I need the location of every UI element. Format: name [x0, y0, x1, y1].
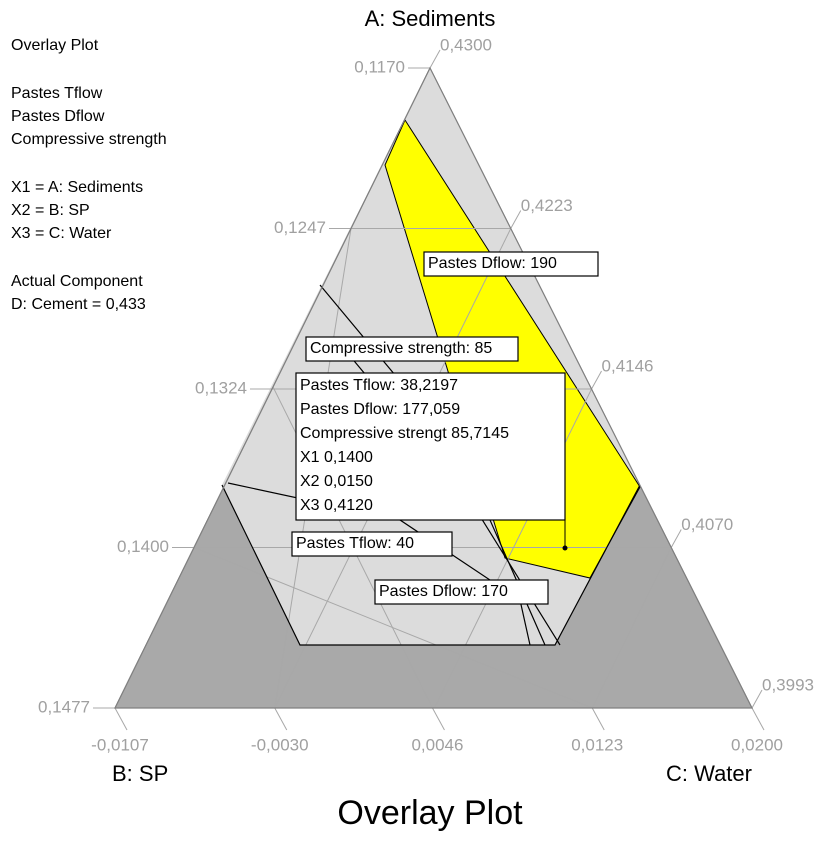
tick-label: 0,0046 — [411, 735, 463, 754]
grid-line — [591, 547, 672, 709]
triangle-border — [114, 66, 753, 709]
contour-label: Pastes Dflow: 170 — [379, 583, 508, 600]
flag-box — [295, 372, 566, 521]
tick-mark — [591, 370, 602, 390]
flag-text: X1 0,1400 — [300, 449, 373, 466]
tick-label: 0,0200 — [731, 735, 783, 754]
tick-mark — [429, 49, 441, 69]
tick-label: 0,4146 — [602, 357, 654, 376]
tick-label: 0,0123 — [571, 735, 623, 754]
legend-text: X2 = B: SP — [11, 202, 90, 219]
tick-label: -0,0107 — [91, 735, 149, 754]
legend-text: Actual Component — [11, 273, 143, 290]
tick-label: 0,3993 — [762, 675, 814, 694]
vertex-label: B: SP — [112, 761, 168, 786]
vertex-label: C: Water — [666, 761, 752, 786]
flag-text: Pastes Dflow: 177,059 — [300, 401, 460, 418]
legend-text: X1 = A: Sediments — [11, 179, 143, 196]
tick-mark — [274, 707, 288, 731]
flag-point — [562, 545, 568, 551]
flag-text: X2 0,0150 — [300, 473, 373, 490]
tick-mark — [432, 707, 445, 731]
tick-mark — [591, 707, 605, 731]
contour-label: Pastes Tflow: 40 — [296, 535, 414, 552]
contour-label-box — [305, 336, 519, 362]
tick-label: 0,1400 — [117, 537, 169, 556]
tick-mark — [510, 210, 522, 229]
tick-mark — [751, 707, 765, 731]
flag-text: X3 0,4120 — [300, 497, 373, 514]
tick-label: 0,1247 — [274, 218, 326, 237]
chart-title: Overlay Plot — [337, 794, 523, 832]
tick-label: -0,0030 — [251, 735, 309, 754]
constraint-edge — [221, 484, 641, 646]
legend-text: D: Cement = 0,433 — [11, 296, 146, 313]
legend-text: Compressive strength — [11, 131, 167, 148]
contour-label-box — [374, 579, 549, 605]
legend-text: Pastes Dflow — [11, 108, 105, 125]
flag-text: Pastes Tflow: 38,2197 — [300, 377, 458, 394]
grid-line — [193, 547, 593, 709]
flag-text: Compressive strengt 85,7145 — [300, 425, 509, 442]
legend-text: X3 = C: Water — [11, 225, 112, 242]
tick-label: 0,1170 — [354, 57, 405, 76]
contour-label: Compressive strength: 85 — [310, 340, 492, 357]
tick-mark — [670, 529, 682, 548]
tick-label: 0,4070 — [681, 515, 733, 534]
vertex-label: A: Sediments — [365, 6, 496, 31]
tick-label: 0,4300 — [440, 35, 492, 54]
tick-mark — [114, 707, 128, 731]
legend-text: Pastes Tflow — [11, 85, 103, 102]
contour-label: Pastes Dflow: 190 — [428, 255, 557, 272]
tick-label: 0,1324 — [195, 379, 247, 398]
legend-text: Overlay Plot — [11, 37, 99, 54]
contour-label-box — [291, 531, 453, 557]
contour-label-box — [423, 251, 599, 277]
tick-label: 0,1477 — [38, 697, 90, 716]
tick-mark — [751, 689, 763, 709]
labels: 0,1170 0,1247 0,1324 0,1400 0,1477 0,4300 0,42… — [11, 35, 814, 754]
tick-label: 0,4223 — [521, 196, 573, 215]
